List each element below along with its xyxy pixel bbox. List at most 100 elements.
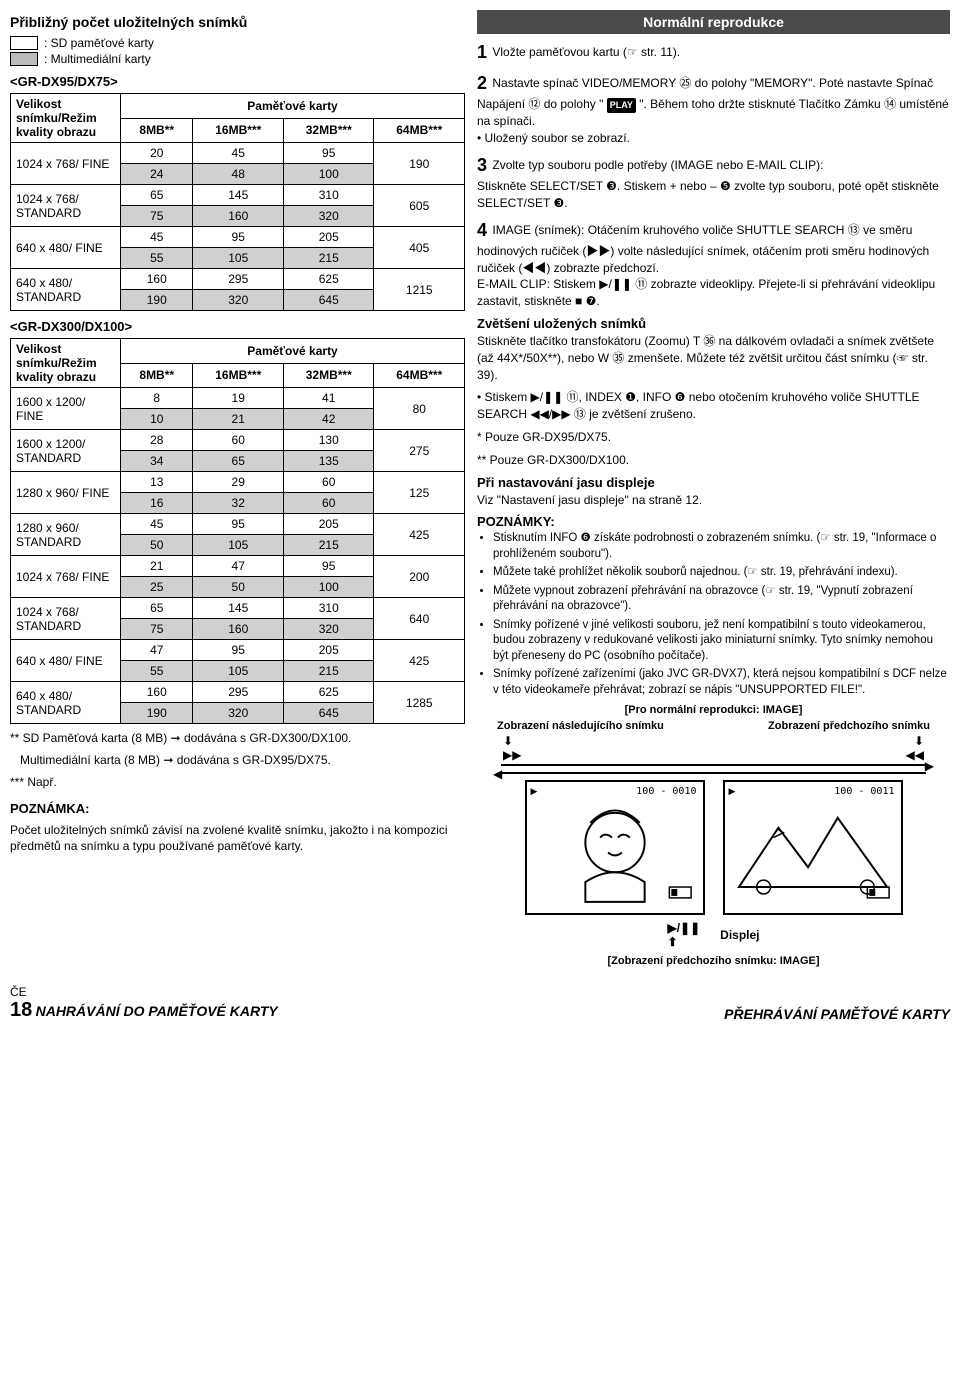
th-16mb: 16MB*** <box>193 118 284 143</box>
step-2: 2 Nastavte spínač VIDEO/MEMORY ㉕ do polo… <box>477 71 950 147</box>
step-4-text-a: IMAGE (snímek): Otáčením kruhového volič… <box>477 223 929 275</box>
frame-id-1: 100 - 0010 <box>636 786 696 797</box>
note-item: Stisknutím INFO ❻ získáte podrobnosti o … <box>493 531 950 562</box>
row-label: 1280 x 960/ STANDARD <box>11 514 121 556</box>
cell-merged: 405 <box>374 227 465 269</box>
cell: 21 <box>121 556 193 577</box>
cell: 95 <box>283 143 374 164</box>
cell-merged: 80 <box>374 388 465 430</box>
cell: 75 <box>121 619 193 640</box>
cell: 625 <box>283 269 374 290</box>
cell: 625 <box>283 682 374 703</box>
cell: 145 <box>193 598 284 619</box>
note-item: Snímky pořízené v jiné velikosti souboru… <box>493 618 950 665</box>
cell: 42 <box>283 409 374 430</box>
row-label: 640 x 480/ FINE <box>11 227 121 269</box>
swatch-gray <box>10 52 38 66</box>
brightness-heading: Při nastavování jasu displeje <box>477 475 950 490</box>
cell: 105 <box>193 248 284 269</box>
preview-frame-1: ▶ 100 - 0010 <box>525 780 705 915</box>
note-body: Počet uložitelných snímků závisí na zvol… <box>10 822 465 854</box>
row-label: 1024 x 768/ FINE <box>11 556 121 598</box>
note-heading: POZNÁMKA: <box>10 801 465 816</box>
cell: 310 <box>283 185 374 206</box>
cell: 13 <box>121 472 193 493</box>
th-8mb-2: 8MB** <box>121 363 193 388</box>
cell-merged: 425 <box>374 514 465 556</box>
row-label: 1024 x 768/ FINE <box>11 143 121 185</box>
footnote-1: ** SD Paměťová karta (8 MB) ➞ dodávána s… <box>10 730 465 746</box>
note-item: Snímky pořízené zařízeními (jako JVC GR-… <box>493 667 950 698</box>
th-memory: Paměťové karty <box>121 94 465 119</box>
row-label: 1280 x 960/ FINE <box>11 472 121 514</box>
note-item: Můžete také prohlížet několik souborů na… <box>493 565 950 581</box>
person-illustration <box>531 786 699 909</box>
cell: 205 <box>283 640 374 661</box>
cell: 320 <box>283 206 374 227</box>
table-1: Velikost snímku/Režim kvality obrazu Pam… <box>10 93 465 311</box>
cell: 160 <box>193 206 284 227</box>
zoom-bullet: • Stiskem ▶/❚❚ ⑪, INDEX ❶, INFO ❻ nebo o… <box>477 389 950 423</box>
preview-frame-2: ▶ 100 - 0011 <box>723 780 903 915</box>
cell: 160 <box>193 619 284 640</box>
cell: 60 <box>283 472 374 493</box>
brightness-text: Viz "Nastavení jasu displeje" na straně … <box>477 492 950 509</box>
cell-merged: 605 <box>374 185 465 227</box>
step-4-text-b: E-MAIL CLIP: Stiskem ▶/❚❚ ⑪ zobrazte vid… <box>477 277 935 308</box>
cell: 20 <box>121 143 193 164</box>
cell: 45 <box>121 227 193 248</box>
cell: 215 <box>283 535 374 556</box>
step-3-text-a: Zvolte typ souboru podle potřeby (IMAGE … <box>492 158 823 172</box>
cell: 105 <box>193 661 284 682</box>
cell: 320 <box>193 703 284 724</box>
cell: 21 <box>193 409 284 430</box>
row-label: 1024 x 768/ STANDARD <box>11 598 121 640</box>
cell: 65 <box>121 185 193 206</box>
cell: 190 <box>121 290 193 311</box>
section-banner: Normální reprodukce <box>477 10 950 34</box>
cell: 160 <box>121 682 193 703</box>
cell: 215 <box>283 661 374 682</box>
play-badge: PLAY <box>607 98 636 113</box>
cell: 8 <box>121 388 193 409</box>
cell: 50 <box>193 577 284 598</box>
cell: 45 <box>193 143 284 164</box>
row-label: 1600 x 1200/ FINE <box>11 388 121 430</box>
cell: 95 <box>193 640 284 661</box>
bracket-label-2: [Zobrazení předchozího snímku: IMAGE] <box>477 955 950 967</box>
legend-mm: : Multimediální karty <box>10 52 465 66</box>
display-label: Displej <box>720 928 759 942</box>
page-number: 18 <box>10 999 32 1021</box>
cell-merged: 425 <box>374 640 465 682</box>
cell: 60 <box>283 493 374 514</box>
label-prev-image: Zobrazení předchozího snímku <box>768 720 930 732</box>
cell: 320 <box>193 290 284 311</box>
step-2-bullet: • Uložený soubor se zobrazí. <box>477 131 630 145</box>
cell-merged: 190 <box>374 143 465 185</box>
frame-id-2: 100 - 0011 <box>834 786 894 797</box>
cell: 60 <box>193 430 284 451</box>
cell: 34 <box>121 451 193 472</box>
cell: 100 <box>283 164 374 185</box>
row-label: 640 x 480/ STANDARD <box>11 682 121 724</box>
th-64mb: 64MB*** <box>374 118 465 143</box>
section-title: Přibližný počet uložitelných snímků <box>10 14 465 30</box>
cell: 24 <box>121 164 193 185</box>
cell-merged: 275 <box>374 430 465 472</box>
lang-code: ČE <box>10 985 278 999</box>
arrow-down-right-icon: ⬇◀◀ <box>906 734 924 762</box>
notes-heading: POZNÁMKY: <box>477 514 950 529</box>
cell: 19 <box>193 388 284 409</box>
footer-title-right: PŘEHRÁVÁNÍ PAMĚŤOVÉ KARTY <box>724 1006 950 1022</box>
cell: 41 <box>283 388 374 409</box>
cell: 48 <box>193 164 284 185</box>
th-64mb-2: 64MB*** <box>374 363 465 388</box>
cell: 160 <box>121 269 193 290</box>
cell: 105 <box>193 535 284 556</box>
cell: 295 <box>193 269 284 290</box>
cell: 310 <box>283 598 374 619</box>
th-size-quality: Velikost snímku/Režim kvality obrazu <box>11 94 121 143</box>
step-1-text: Vložte paměťovou kartu (☞ str. 11). <box>492 45 680 59</box>
cell: 645 <box>283 290 374 311</box>
legend-sd-text: : SD paměťové karty <box>44 36 154 50</box>
